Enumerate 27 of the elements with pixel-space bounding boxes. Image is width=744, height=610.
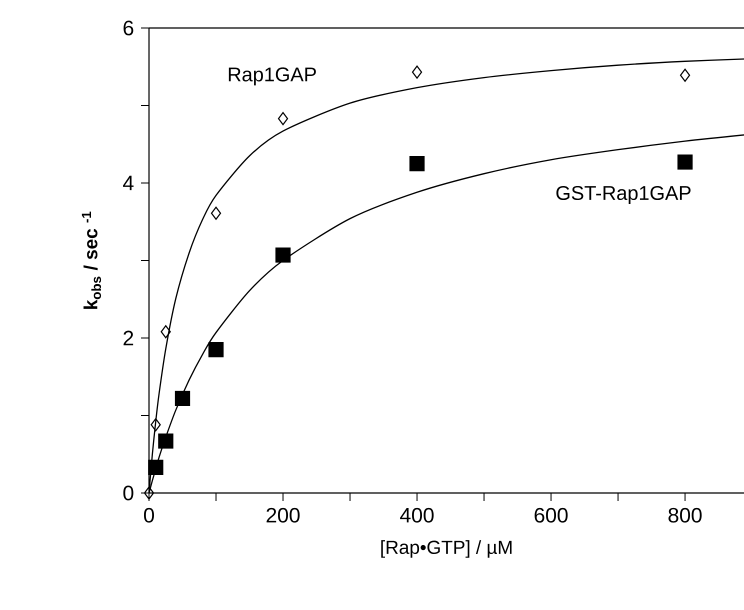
- x-tick-label: 200: [266, 508, 300, 523]
- x-tick-label: 800: [668, 508, 702, 523]
- point: [160, 325, 171, 338]
- point: [144, 486, 154, 500]
- x-axis-title: [Rap•GTP] / µM: [381, 540, 512, 558]
- point: [677, 154, 693, 170]
- x-tick-label: 400: [400, 508, 434, 523]
- series-label: Rap1GAP: [228, 67, 316, 86]
- text: k$_{obs}$ / sec $^{-1}$: [82, 212, 102, 309]
- point: [412, 66, 422, 79]
- series-label: GST-Rap1GAP: [556, 186, 691, 204]
- point: [680, 68, 690, 82]
- point: [148, 460, 164, 476]
- y-tick-label: 6: [124, 20, 134, 36]
- y-tick-label: 0: [123, 486, 134, 500]
- point: [208, 342, 224, 358]
- point: [409, 156, 425, 172]
- point: [158, 433, 174, 449]
- point: [174, 390, 190, 406]
- y-tick-label: 2: [124, 330, 134, 346]
- point: [150, 418, 161, 432]
- point: [275, 247, 291, 263]
- y-tick-label: 4: [123, 176, 134, 190]
- x-tick-label: 0: [144, 508, 154, 523]
- point: [210, 206, 222, 220]
- x-tick-label: 600: [534, 508, 568, 523]
- point: [278, 112, 288, 126]
